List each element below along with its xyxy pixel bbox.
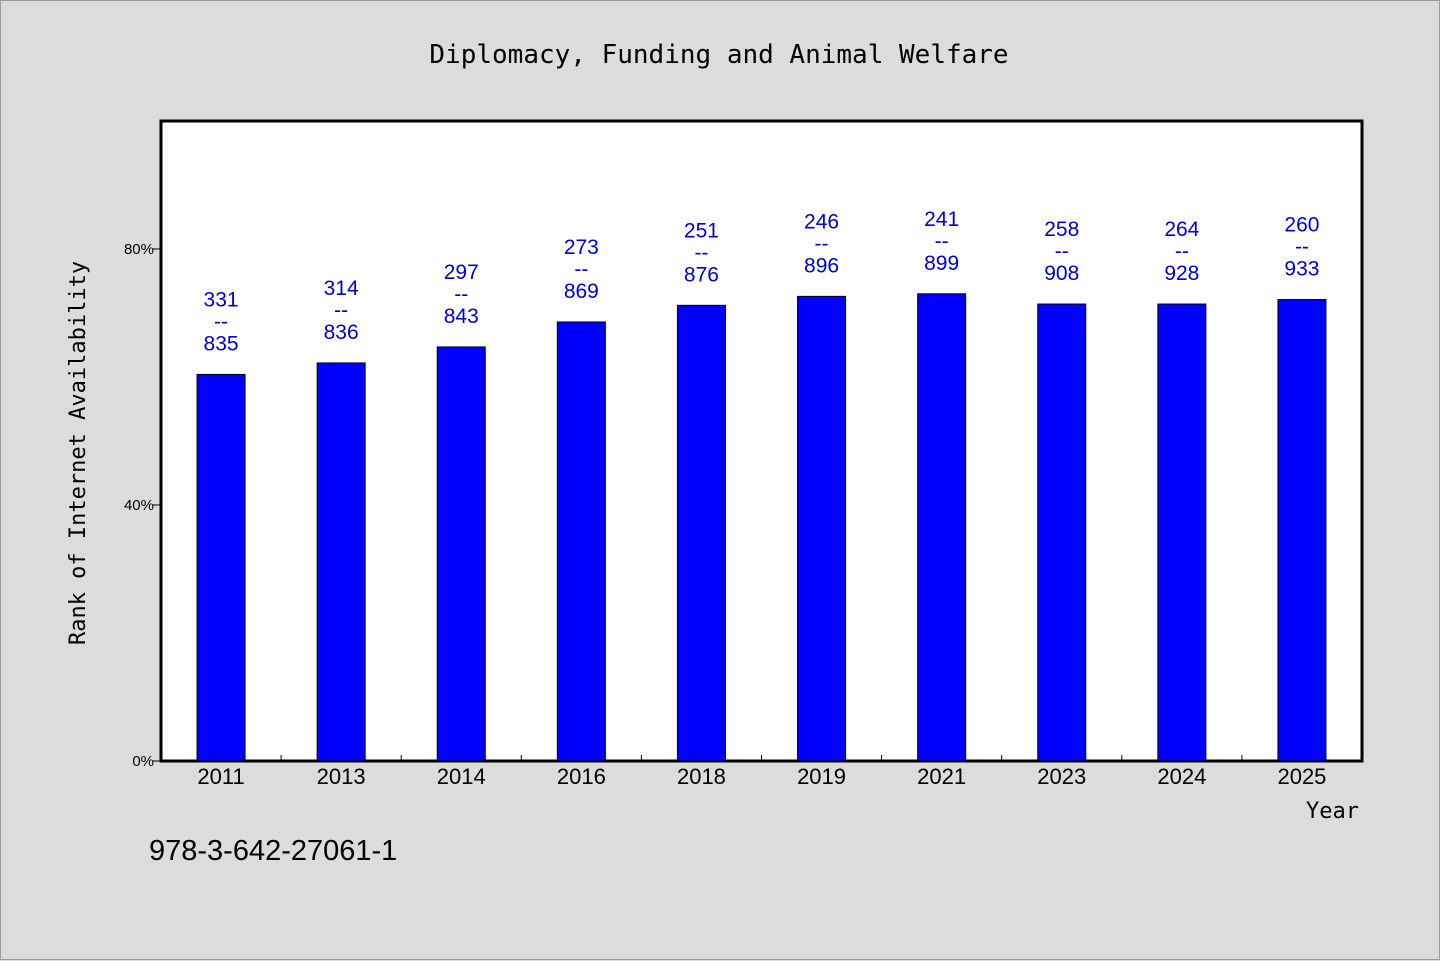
x-tick-label: 2014	[437, 764, 486, 789]
data-label-bottom: 908	[1044, 262, 1079, 285]
y-tick-label: 40%	[124, 497, 154, 514]
data-label-separator: --	[815, 232, 829, 255]
x-tick-label: 2013	[317, 764, 366, 789]
data-label-separator: --	[1055, 240, 1069, 263]
x-tick-label: 2018	[677, 764, 726, 789]
data-label-top: 264	[1164, 218, 1199, 241]
bar	[1157, 303, 1207, 762]
data-label-bottom: 876	[684, 263, 719, 286]
data-label-bottom: 899	[924, 252, 959, 275]
bar	[1277, 299, 1327, 762]
bar	[917, 293, 967, 762]
x-tick-label: 2016	[557, 764, 606, 789]
data-label-top: 273	[564, 236, 599, 259]
data-label-top: 258	[1044, 218, 1079, 241]
data-label-bottom: 869	[564, 280, 599, 303]
bar	[797, 295, 847, 762]
data-label-top: 241	[924, 208, 959, 231]
data-label-separator: --	[935, 230, 949, 253]
data-label-bottom: 836	[324, 321, 359, 344]
data-label-top: 314	[324, 277, 359, 300]
data-label-separator: --	[574, 258, 588, 281]
data-label-top: 246	[804, 210, 839, 233]
bar	[556, 321, 606, 762]
x-tick-label: 2024	[1157, 764, 1206, 789]
chart-title: Diplomacy, Funding and Animal Welfare	[429, 40, 1008, 70]
x-axis	[280, 755, 1243, 761]
y-tick-label: 80%	[124, 241, 154, 258]
x-tick-label: 2025	[1277, 764, 1326, 789]
bar	[196, 373, 246, 762]
data-label-separator: --	[694, 241, 708, 264]
data-label-bottom: 896	[804, 254, 839, 277]
category-labels: 2011 2013 2014 2016 2018 2019 2021 2023 2024 2025	[197, 764, 1326, 789]
footnote: 978-3-642-27061-1	[149, 835, 398, 867]
y-tick-label: 0%	[132, 753, 154, 770]
x-axis-title: Year	[1306, 799, 1359, 824]
data-label-top: 331	[204, 288, 239, 311]
data-label-top: 251	[684, 219, 719, 242]
data-label-separator: --	[1295, 236, 1309, 259]
bar-series	[196, 293, 1327, 762]
data-label-top: 260	[1284, 214, 1319, 237]
bar	[316, 362, 366, 762]
bar	[436, 346, 486, 762]
data-label-top: 297	[444, 261, 479, 284]
data-label-separator: --	[1175, 240, 1189, 263]
data-label-separator: --	[334, 299, 348, 322]
data-label-bottom: 835	[204, 332, 239, 355]
y-axis-title: Rank of Internet Availability	[66, 261, 91, 645]
x-tick-label: 2023	[1037, 764, 1086, 789]
bar	[676, 304, 726, 762]
data-label-separator: --	[214, 310, 228, 333]
data-label-bottom: 928	[1164, 262, 1199, 285]
x-tick-label: 2011	[197, 764, 244, 789]
data-label-separator: --	[454, 283, 468, 306]
data-labels: 331--835314--836297--843273--869251--876…	[204, 208, 1320, 356]
data-label-bottom: 933	[1284, 258, 1319, 281]
x-tick-label: 2019	[797, 764, 846, 789]
y-axis: 0% 40% 80%	[124, 241, 161, 770]
x-tick-label: 2021	[917, 764, 966, 789]
data-label-bottom: 843	[444, 305, 479, 328]
bar	[1037, 303, 1087, 762]
